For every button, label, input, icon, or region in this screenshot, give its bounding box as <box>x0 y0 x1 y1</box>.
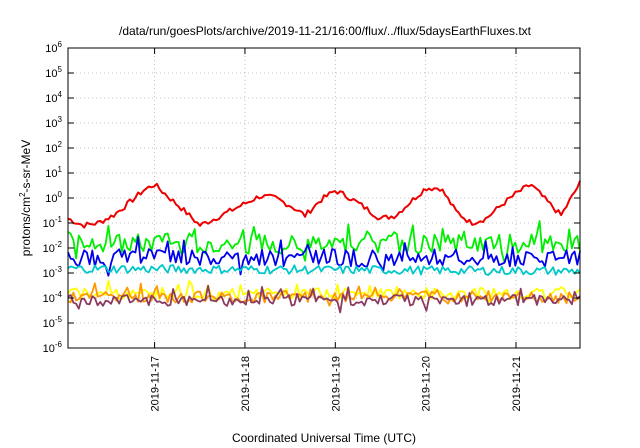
x-tick-label: 2019-11-19 <box>330 356 342 411</box>
y-axis-label-main: protons/cm <box>19 197 33 256</box>
y-axis-label: protons/cm2-s-sr-MeV <box>18 140 33 256</box>
x-tick-label: 2019-11-18 <box>240 356 252 411</box>
series-line <box>67 284 581 314</box>
x-tick-label: 2019-11-17 <box>150 356 162 411</box>
y-axis: 10-6 10-5 10-4 10-3 10-2 10-1 100 101 102 103 104 1… <box>43 40 580 355</box>
series-line <box>67 235 581 277</box>
y-tick-label: 10-2 <box>43 240 63 255</box>
y-tick-label: 105 <box>45 65 62 80</box>
y-tick-label: 103 <box>45 115 62 130</box>
y-tick-label: 101 <box>45 165 62 180</box>
series-line <box>67 180 581 229</box>
y-tick-label: 102 <box>45 140 62 155</box>
x-axis: 2019-11-17 2019-11-18 2019-11-19 2019-11-20… <box>150 48 523 411</box>
series-line <box>67 220 581 264</box>
x-tick-label: 2019-11-20 <box>421 356 433 411</box>
y-tick-label: 104 <box>45 90 62 105</box>
x-tick-label: 2019-11-21 <box>511 356 523 411</box>
y-axis-label-rest: -s-sr-MeV <box>19 140 33 193</box>
y-axis-label-sup: 2 <box>18 192 27 197</box>
series-line <box>67 263 581 276</box>
y-tick-label: 10-5 <box>43 315 63 330</box>
y-tick-label: 106 <box>45 40 62 55</box>
y-tick-label: 10-3 <box>43 265 63 280</box>
series-group <box>67 180 581 314</box>
grid <box>68 48 580 348</box>
y-tick-label: 10-4 <box>43 290 63 305</box>
y-tick-label: 10-6 <box>43 340 63 355</box>
y-tick-label: 10-1 <box>43 215 63 230</box>
chart-title: /data/run/goesPlots/archive/2019-11-21/1… <box>119 24 532 38</box>
series-line <box>67 282 581 307</box>
x-axis-label: Coordinated Universal Time (UTC) <box>232 431 416 445</box>
y-tick-label: 100 <box>45 190 62 205</box>
